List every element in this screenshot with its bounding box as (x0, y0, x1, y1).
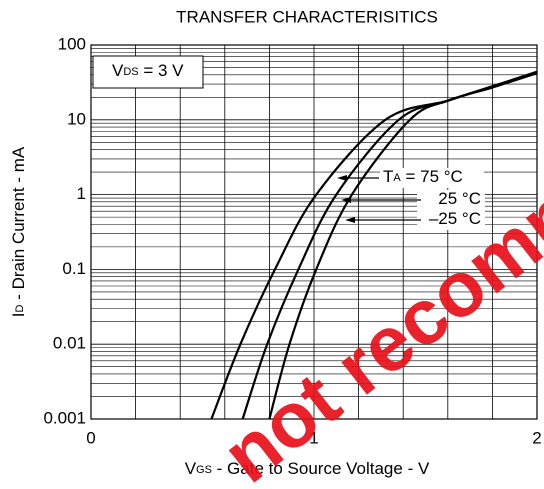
ylabel-sub: D (14, 304, 26, 312)
xlabel-main: V (185, 459, 197, 478)
legend: TA = 75 °C 25 °C–25 °C (337, 167, 485, 230)
ylabel-rest: - Drain Current - mA (9, 146, 28, 304)
condition-sub: DS (123, 66, 138, 78)
x-tick-label: 2 (532, 428, 541, 447)
condition-rest: = 3 V (139, 61, 185, 80)
legend-label: –25 °C (429, 209, 481, 228)
x-tick-label: 0 (86, 428, 95, 447)
legend-label: TA = 75 °C (383, 167, 463, 186)
legend-arrowhead (337, 175, 347, 181)
legend-rest: = 75 °C (401, 167, 463, 186)
series-line (268, 72, 537, 419)
xlabel-sub: GS (196, 464, 212, 476)
condition-main: V (112, 61, 124, 80)
condition-box (92, 55, 204, 89)
y-axis-label: ID - Drain Current - mA (9, 146, 28, 317)
y-tick-label: 1 (77, 184, 86, 203)
y-tick-label: 0.001 (43, 408, 86, 427)
y-tick-label: 0.01 (53, 334, 86, 353)
y-tick-label: 100 (58, 34, 86, 53)
curves (210, 70, 537, 419)
legend-bg (380, 168, 484, 188)
watermark: not recommended for new design (206, 0, 544, 489)
legend-arrowhead (345, 217, 355, 223)
ylabel-main: I (9, 312, 28, 317)
legend-bg (417, 210, 485, 230)
x-axis-label: VGS - Gate to Source Voltage - V (185, 459, 430, 478)
xlabel-rest: - Gate to Source Voltage - V (212, 459, 430, 478)
legend-rest: 25 °C (438, 189, 481, 208)
legend-pre: T (383, 167, 393, 186)
plot-frame (90, 44, 538, 420)
legend-label: 25 °C (438, 189, 481, 208)
legend-bg (417, 190, 485, 210)
x-tick-label: 1 (309, 428, 318, 447)
legend-arrowhead (341, 197, 351, 203)
legend-sub: A (393, 172, 401, 184)
y-tick-label: 0.1 (62, 259, 86, 278)
legend-rest: –25 °C (429, 209, 481, 228)
chart-title: TRANSFER CHARACTERISITICS (176, 7, 438, 26)
y-tick-label: 10 (67, 109, 86, 128)
condition: VDS = 3 V (112, 61, 184, 80)
